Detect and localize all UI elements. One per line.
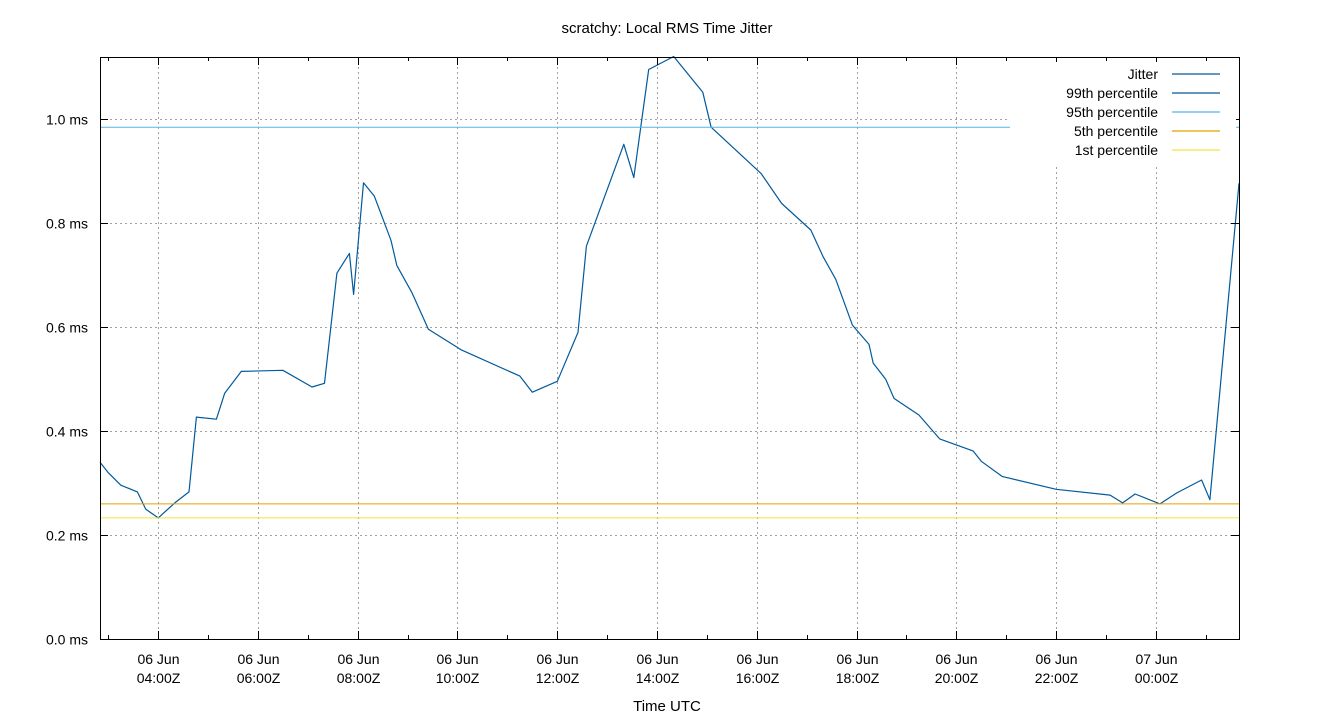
legend-label: 1st percentile <box>1075 142 1158 158</box>
plot-frame <box>100 57 1240 640</box>
y-tick-label: 0.4 ms <box>46 424 88 440</box>
x-tick-label-time: 12:00Z <box>536 670 580 686</box>
x-tick-label-date: 06 Jun <box>337 651 379 667</box>
axis-ticks: 0.0 ms 0.2 ms 0.4 ms 0.6 ms 0.8 ms 1.0 ms 06 J… <box>46 57 1239 686</box>
x-tick-label-time: 04:00Z <box>137 670 181 686</box>
legend-label: 99th percentile <box>1066 85 1158 101</box>
x-tick-label-date: 06 Jun <box>1035 651 1077 667</box>
y-tick-label: 1.0 ms <box>46 112 88 128</box>
x-axis-label: Time UTC <box>633 698 701 715</box>
x-tick-label-date: 06 Jun <box>836 651 878 667</box>
x-tick-label-date: 06 Jun <box>736 651 778 667</box>
series-line-jitter <box>99 55 1240 519</box>
x-tick-label-time: 18:00Z <box>836 670 880 686</box>
chart-title: scratchy: Local RMS Time Jitter <box>562 20 773 37</box>
x-tick-label-time: 08:00Z <box>337 670 381 686</box>
y-tick-label: 0.0 ms <box>46 632 88 648</box>
x-tick-label-time: 22:00Z <box>1035 670 1079 686</box>
x-tick-label-time: 06:00Z <box>237 670 281 686</box>
x-tick-label-date: 06 Jun <box>137 651 179 667</box>
legend-background <box>1010 62 1236 164</box>
y-tick-label: 0.8 ms <box>46 216 88 232</box>
x-tick-label-time: 16:00Z <box>736 670 780 686</box>
legend-label: Jitter <box>1128 66 1159 82</box>
x-tick-label-date: 06 Jun <box>636 651 678 667</box>
x-tick-label-date: 06 Jun <box>237 651 279 667</box>
x-tick-label-time: 20:00Z <box>935 670 979 686</box>
y-tick-label: 0.2 ms <box>46 528 88 544</box>
x-tick-label-time: 14:00Z <box>636 670 680 686</box>
x-tick-label-date: 06 Jun <box>935 651 977 667</box>
legend-label: 5th percentile <box>1074 123 1158 139</box>
legend: Jitter 99th percentile 95th percentile 5th … <box>1010 62 1236 164</box>
y-tick-label: 0.6 ms <box>46 320 88 336</box>
x-tick-label-date: 06 Jun <box>536 651 578 667</box>
legend-label: 95th percentile <box>1066 104 1158 120</box>
x-tick-label-date: 06 Jun <box>436 651 478 667</box>
x-tick-label-time: 00:00Z <box>1135 670 1179 686</box>
x-tick-label-time: 10:00Z <box>436 670 480 686</box>
x-tick-label-date: 07 Jun <box>1135 651 1177 667</box>
